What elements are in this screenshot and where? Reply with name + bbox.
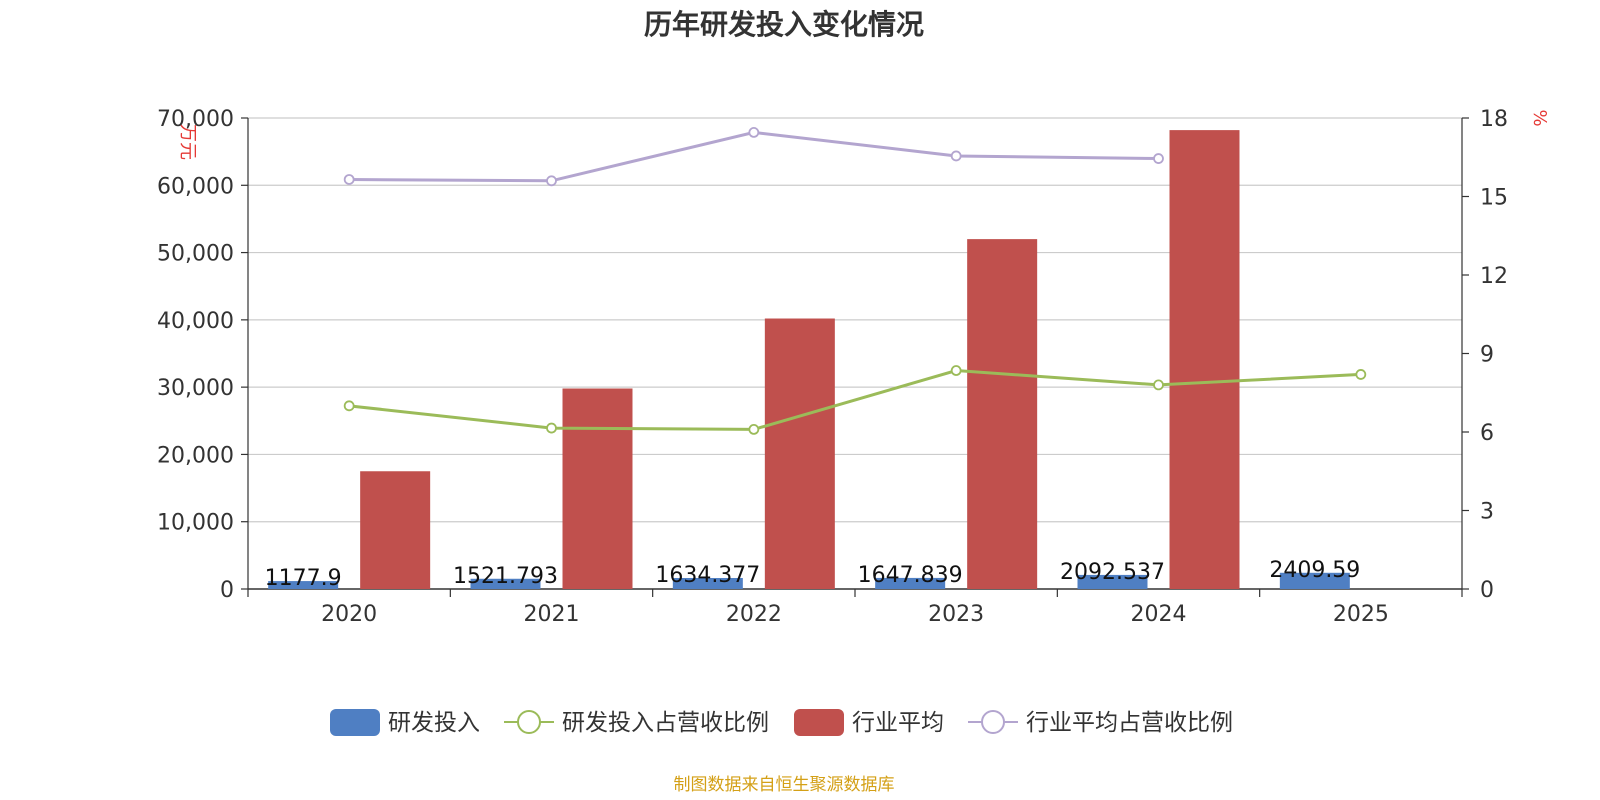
y-left-unit: 万元	[177, 124, 198, 160]
data-label: 1521.793	[453, 564, 558, 589]
bar	[562, 388, 633, 589]
y-right-tick-label: 3	[1480, 500, 1494, 525]
y-right-tick-label: 9	[1480, 343, 1494, 368]
lines	[343, 126, 1367, 435]
bar	[764, 318, 835, 589]
line-point	[343, 400, 355, 412]
legend-label: 研发投入	[388, 710, 480, 736]
line-point	[950, 150, 962, 162]
data-label: 1634.377	[655, 563, 760, 588]
legend-label: 行业平均占营收比例	[1026, 710, 1233, 736]
grid	[248, 117, 1462, 523]
bar	[875, 577, 946, 589]
bar	[1169, 130, 1240, 589]
data-label: 2409.59	[1269, 558, 1360, 583]
bar	[672, 578, 743, 589]
y-left-tick-label: 40,000	[157, 309, 234, 334]
line-point	[1153, 153, 1164, 164]
source-note: 制图数据来自恒生聚源数据库	[674, 775, 895, 795]
y-right-tick-label: 12	[1480, 264, 1508, 289]
y-right-unit: %	[1529, 109, 1550, 126]
y-left-tick-label: 30,000	[157, 376, 234, 401]
bar	[1077, 574, 1148, 589]
legend-marker	[517, 710, 541, 734]
series-line	[349, 130, 1159, 183]
legend-swatch	[330, 709, 380, 736]
data-label: 1647.839	[858, 563, 963, 588]
legend-swatch	[794, 709, 844, 736]
x-tick-label: 2022	[726, 602, 782, 627]
x-tick-label: 2025	[1333, 602, 1389, 627]
x-tick-label: 2021	[524, 602, 580, 627]
x-tick-label: 2024	[1131, 602, 1187, 627]
y-left-tick-label: 70,000	[157, 107, 234, 132]
line-point	[1153, 379, 1164, 391]
line-point	[950, 365, 962, 376]
chart-title: 历年研发投入变化情况	[644, 8, 924, 41]
legend-marker	[981, 710, 1005, 734]
legend-label: 行业平均	[852, 710, 944, 736]
y-right-tick-label: 0	[1480, 578, 1494, 603]
x-tick-label: 2023	[928, 602, 984, 627]
data-labels: 1177.9 1521.793 1634.377 1647.839 2092.537 24…	[265, 558, 1361, 591]
bar	[470, 578, 541, 589]
bars	[268, 130, 1350, 589]
x-tick-label: 2020	[321, 602, 377, 627]
data-label: 1177.9	[265, 566, 342, 591]
line-point	[748, 423, 760, 435]
y-right-tick-label: 15	[1480, 186, 1508, 211]
bar	[1279, 572, 1350, 589]
legend: 研发投入 研发投入占营收比例 行业平均 行业平均占营收比例	[330, 709, 1233, 736]
line-point	[546, 175, 557, 187]
y-left-tick-label: 0	[220, 578, 234, 603]
y-left-tick-label: 10,000	[157, 511, 234, 536]
y-left-tick-label: 20,000	[157, 443, 234, 468]
bar	[360, 471, 431, 589]
axes: 0 10,000 20,000 30,000 40,000 50,000 60,000 70,…	[157, 107, 1550, 627]
line-point	[343, 174, 355, 185]
y-left-tick-label: 50,000	[157, 242, 234, 267]
bar	[967, 239, 1038, 589]
legend-label: 研发投入占营收比例	[562, 710, 769, 736]
y-right-tick-label: 6	[1480, 421, 1494, 446]
data-label: 2092.537	[1060, 560, 1165, 585]
bar	[268, 581, 339, 589]
line-point	[546, 422, 557, 434]
series-line	[349, 368, 1361, 431]
y-right-tick-label: 18	[1480, 107, 1508, 132]
y-left-tick-label: 60,000	[157, 174, 234, 199]
line-point	[1355, 369, 1367, 380]
line-point	[748, 126, 760, 138]
